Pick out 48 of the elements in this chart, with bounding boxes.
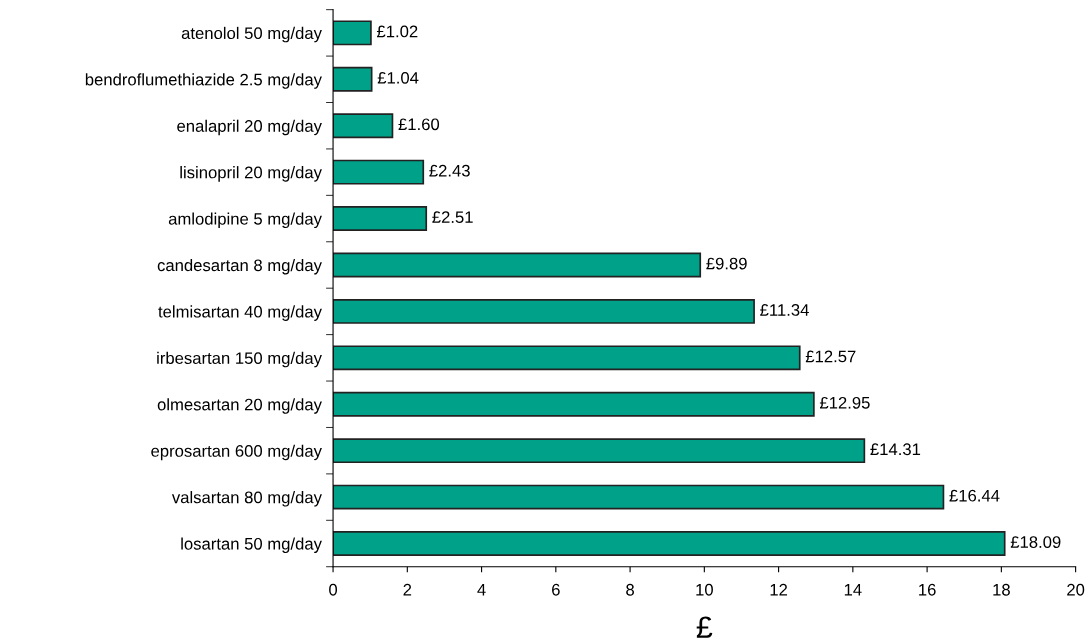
x-tick-label: 20 bbox=[1067, 583, 1085, 596]
bar bbox=[333, 484, 945, 510]
bar bbox=[333, 206, 428, 231]
y-tick-label: telmisartan 40 mg/day bbox=[158, 305, 322, 321]
y-tick-label: eprosartan 600 mg/day bbox=[151, 444, 322, 461]
x-tick-label: 14 bbox=[844, 584, 862, 596]
x-tick-label: 16 bbox=[919, 583, 936, 596]
y-tick-label: atenolol 50 mg/day bbox=[181, 26, 322, 43]
bar bbox=[333, 438, 866, 464]
x-tick-label: 10 bbox=[696, 583, 713, 596]
data-label: £14.31 bbox=[870, 443, 921, 456]
y-tick-label: amlodipine 5 mg/day bbox=[168, 212, 322, 229]
data-label: £18.09 bbox=[1010, 536, 1061, 548]
data-label: £1.04 bbox=[377, 71, 419, 84]
data-label: £2.51 bbox=[432, 211, 473, 224]
bar bbox=[333, 66, 373, 92]
x-tick-label: 12 bbox=[770, 583, 788, 596]
data-label: £1.02 bbox=[376, 25, 418, 38]
x-tick-label: 2 bbox=[403, 583, 412, 596]
y-tick-label: losartan 50 mg/day bbox=[181, 537, 322, 554]
bar bbox=[333, 345, 801, 371]
data-label: £1.60 bbox=[398, 118, 440, 131]
bar bbox=[333, 531, 1006, 556]
data-label: £2.43 bbox=[429, 164, 470, 177]
y-tick-label: enalapril 20 mg/day bbox=[177, 119, 322, 136]
y-tick-label: irbesartan 150 mg/day bbox=[157, 351, 322, 368]
x-tick-label: 6 bbox=[552, 583, 560, 596]
bar bbox=[333, 20, 372, 46]
y-tick-label: candesartan 8 mg/day bbox=[157, 258, 322, 275]
x-tick-label: 0 bbox=[329, 583, 338, 596]
x-tick-label: 8 bbox=[626, 583, 634, 596]
bar bbox=[333, 113, 394, 139]
x-axis-title: £ bbox=[696, 616, 713, 638]
data-label: £12.95 bbox=[819, 396, 870, 409]
x-tick-label: 4 bbox=[477, 584, 486, 596]
y-tick-label: bendroflumethiazide 2.5 mg/day bbox=[85, 73, 322, 89]
y-tick-label: valsartan 80 mg/day bbox=[171, 491, 322, 507]
data-label: £9.89 bbox=[706, 257, 747, 270]
y-tick-label: lisinopril 20 mg/day bbox=[180, 166, 322, 182]
bar bbox=[333, 159, 425, 185]
bar bbox=[333, 252, 702, 278]
data-label: £11.34 bbox=[760, 304, 809, 316]
bar bbox=[333, 391, 815, 417]
x-tick-label: 18 bbox=[993, 583, 1010, 596]
data-label: £12.57 bbox=[805, 350, 856, 363]
y-tick-label: olmesartan 20 mg/day bbox=[157, 398, 322, 414]
data-label: £16.44 bbox=[949, 489, 1000, 502]
bar bbox=[333, 298, 755, 324]
